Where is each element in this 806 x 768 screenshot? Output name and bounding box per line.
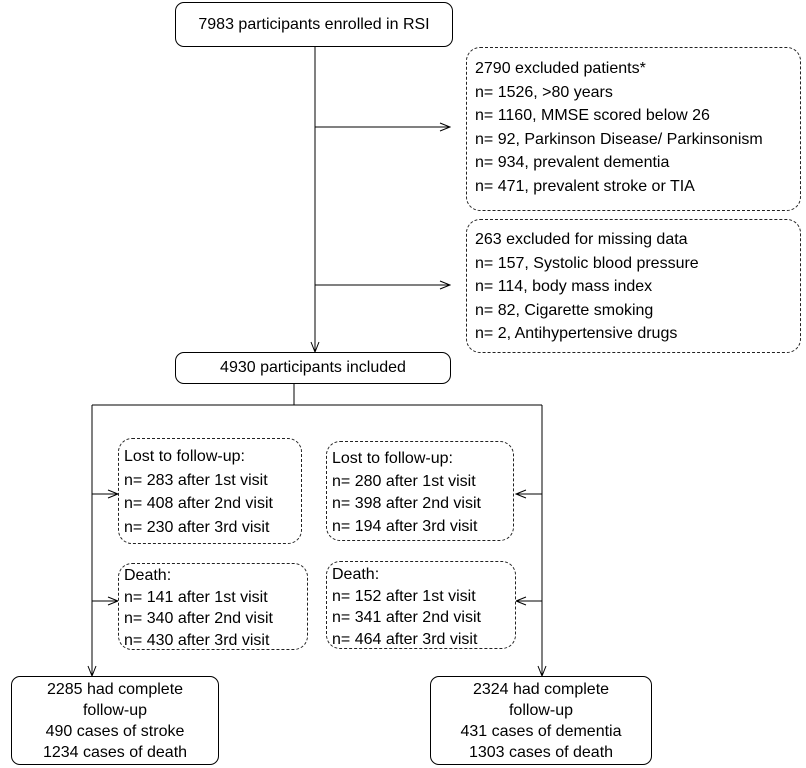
right-outcome-line: 2324 had complete: [472, 680, 610, 698]
left-lost-item: n= 230 after 3rd visit: [124, 518, 270, 536]
right-lost-box: Lost to follow-up: n= 280 after 1st visi…: [326, 441, 514, 541]
left-death-title: Death:: [124, 567, 172, 584]
excluded-patients-item: n= 1160, MMSE scored below 26: [475, 107, 710, 124]
left-outcome-box: 2285 had complete follow-up 490 cases of…: [11, 676, 219, 765]
left-lost-item: n= 408 after 2nd visit: [124, 495, 273, 512]
left-death-item: n= 141 after 1st visit: [124, 588, 268, 606]
right-lost-item: n= 398 after 2nd visit: [332, 495, 481, 512]
excluded-patients-item: n= 92, Parkinson Disease/ Parkinsonism: [475, 130, 763, 148]
right-outcome-line: follow-up: [508, 701, 574, 719]
excluded-patients-item: n= 471, prevalent stroke or TIA: [475, 177, 695, 195]
right-lost-item: n= 280 after 1st visit: [332, 472, 476, 490]
included-text: 4930 participants included: [220, 359, 406, 376]
right-death-item: n= 464 after 3rd visit: [332, 630, 478, 648]
right-lost-item: n= 194 after 3rd visit: [332, 517, 478, 535]
right-death-item: n= 152 after 1st visit: [332, 587, 476, 605]
excluded-missing-item: n= 2, Antihypertensive drugs: [475, 325, 678, 342]
right-death-title: Death:: [332, 566, 380, 583]
excluded-patients-item: n= 1526, >80 years: [475, 83, 613, 101]
right-outcome-line: 1303 cases of death: [468, 743, 614, 761]
left-outcome-line: 2285 had complete: [46, 680, 184, 698]
excluded-missing-item: n= 114, body mass index: [475, 278, 653, 295]
left-outcome-line: 1234 cases of death: [42, 743, 188, 761]
right-outcome-line: 431 cases of dementia: [460, 722, 622, 740]
excluded-missing-item: n= 157, Systolic blood pressure: [475, 254, 699, 272]
excluded-patients-item: n= 934, prevalent dementia: [475, 154, 670, 171]
left-death-box: Death: n= 141 after 1st visit n= 340 aft…: [118, 563, 308, 650]
excluded-patients-title: 2790 excluded patients*: [475, 60, 646, 77]
right-outcome-box: 2324 had complete follow-up 431 cases of…: [430, 676, 652, 765]
left-lost-box: Lost to follow-up: n= 283 after 1st visi…: [118, 438, 302, 544]
excluded-missing-box: 263 excluded for missing data n= 157, Sy…: [466, 219, 801, 353]
left-lost-item: n= 283 after 1st visit: [124, 471, 268, 489]
right-death-item: n= 341 after 2nd visit: [332, 609, 481, 626]
enrolled-text: 7983 participants enrolled in RSI: [198, 15, 430, 33]
left-death-item: n= 340 after 2nd visit: [124, 610, 273, 627]
left-outcome-line: follow-up: [82, 701, 148, 719]
left-lost-title: Lost to follow-up:: [124, 448, 245, 465]
right-death-box: Death: n= 152 after 1st visit n= 341 aft…: [326, 561, 516, 649]
right-lost-title: Lost to follow-up:: [332, 450, 453, 467]
excluded-missing-title: 263 excluded for missing data: [475, 231, 688, 248]
left-death-item: n= 430 after 3rd visit: [124, 631, 270, 649]
excluded-patients-box: 2790 excluded patients* n= 1526, >80 yea…: [466, 47, 801, 211]
included-box: 4930 participants included: [175, 352, 451, 384]
excluded-missing-item: n= 82, Cigarette smoking: [475, 301, 654, 319]
enrolled-box: 7983 participants enrolled in RSI: [175, 2, 453, 47]
left-outcome-line: 490 cases of stroke: [45, 722, 185, 740]
